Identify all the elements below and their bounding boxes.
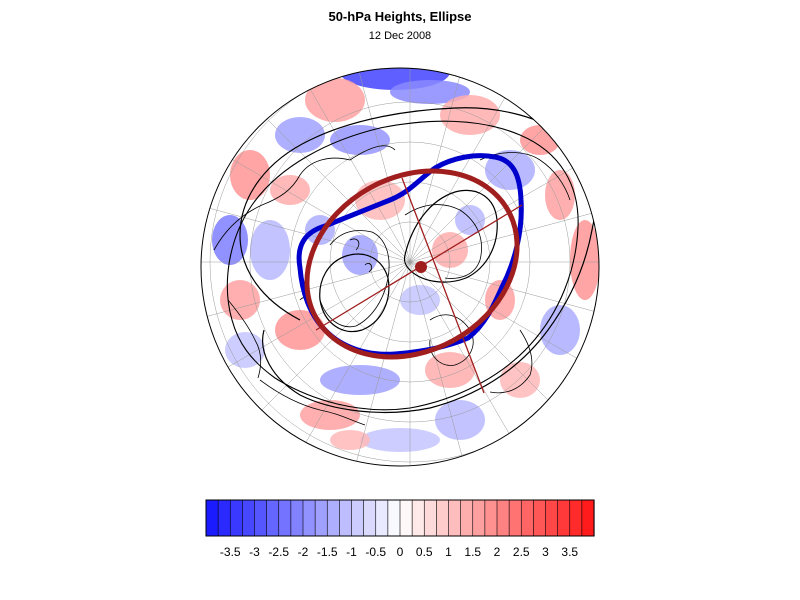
colorbar-box — [581, 499, 595, 537]
colorbar-label: -0.5 — [365, 545, 386, 559]
colorbar-box — [496, 499, 510, 537]
coastline-segment — [479, 152, 571, 201]
map-title: 50-hPa Heights, Ellipse — [328, 9, 472, 24]
ellipse-center-marker — [415, 261, 427, 273]
colorbar-label: -3.5 — [220, 545, 241, 559]
colorbar-label: -2.5 — [268, 545, 289, 559]
colorbar-boxes — [205, 499, 595, 537]
meridian-line — [409, 261, 599, 330]
colorbar-box — [326, 499, 340, 537]
anomaly-patch — [275, 117, 325, 153]
colorbar-label: 3.5 — [561, 545, 578, 559]
coastline-segment — [489, 329, 533, 394]
colorbar-box — [484, 499, 498, 537]
colorbar-labels: -3.5 -3 -2.5 -2 -1.5 -1 -0.5 0 0.5 1 1.5 2 2.5 3 3.5 — [220, 545, 579, 559]
colorbar-label: 3 — [542, 545, 549, 559]
colorbar-box — [472, 499, 486, 537]
colorbar-box — [569, 499, 583, 537]
colorbar-box — [302, 499, 316, 537]
anomaly-patch — [250, 220, 290, 280]
colorbar-label: -2 — [298, 545, 309, 559]
anomaly-patch — [342, 235, 378, 275]
colorbar-label: -1 — [346, 545, 357, 559]
colorbar-box — [520, 499, 534, 537]
colorbar-box — [557, 499, 571, 537]
colorbar-label: 2 — [494, 545, 501, 559]
ellipse-minor-axis — [401, 177, 485, 394]
colorbar-box — [460, 499, 474, 537]
anomaly-patch — [435, 400, 485, 440]
colorbar-box — [314, 499, 328, 537]
colorbar-frame — [205, 499, 595, 537]
anomaly-patch — [455, 205, 485, 235]
anomaly-patch — [500, 362, 540, 398]
colorbar-box — [217, 499, 231, 537]
colorbar-box — [411, 499, 425, 537]
colorbar-box — [375, 499, 389, 537]
anomaly-patch — [432, 232, 468, 268]
colorbar-box — [423, 499, 437, 537]
colorbar-box — [339, 499, 353, 537]
colorbar-label: 2.5 — [513, 545, 530, 559]
colorbar-box — [266, 499, 280, 537]
meridian-line — [342, 68, 411, 263]
anomaly-patch — [230, 150, 270, 200]
meridian-line — [409, 194, 599, 263]
colorbar-label: 1 — [445, 545, 452, 559]
anomaly-patch — [330, 430, 370, 450]
anomaly-patch — [545, 170, 575, 220]
colorbar-box — [399, 499, 413, 537]
meridian-line — [201, 261, 411, 330]
colorbar-box — [229, 499, 243, 537]
anomaly-patch — [275, 310, 325, 350]
colorbar-box — [290, 499, 304, 537]
meridian-line — [409, 261, 478, 466]
meridian-line — [201, 194, 411, 263]
colorbar-label: 0.5 — [416, 545, 433, 559]
map-date: 12 Dec 2008 — [368, 30, 432, 42]
colorbar-box — [533, 499, 547, 537]
height-contour-inner-east — [403, 189, 498, 283]
anomaly-patch — [270, 175, 310, 205]
meridian-line — [409, 68, 478, 263]
colorbar-box — [448, 499, 462, 537]
colorbar-box — [254, 499, 268, 537]
colorbar-box — [363, 499, 377, 537]
map-disk — [201, 68, 599, 466]
colorbar-box — [387, 499, 401, 537]
anomaly-patch — [305, 78, 365, 122]
anomaly-patch — [360, 428, 440, 452]
colorbar-box — [242, 499, 256, 537]
colorbar-label: -1.5 — [317, 545, 338, 559]
colorbar-label: 1.5 — [464, 545, 481, 559]
anomaly-patch — [320, 365, 400, 395]
colorbar-box — [351, 499, 365, 537]
colorbar-label: 0 — [397, 545, 404, 559]
meridian-line — [342, 261, 411, 466]
colorbar-box — [205, 499, 219, 537]
colorbar-label: -3 — [249, 545, 260, 559]
colorbar-box — [545, 499, 559, 537]
fitted-ellipse — [304, 168, 520, 360]
height-contour-middle — [226, 120, 579, 411]
anomaly-patch — [300, 400, 360, 430]
map-boundary — [200, 67, 600, 467]
coastline-segment — [259, 379, 366, 426]
colorbar-box — [436, 499, 450, 537]
colorbar-box — [508, 499, 522, 537]
colorbar-box — [278, 499, 292, 537]
coastline-segment — [429, 314, 474, 366]
height-contour-inner-west — [319, 253, 390, 332]
